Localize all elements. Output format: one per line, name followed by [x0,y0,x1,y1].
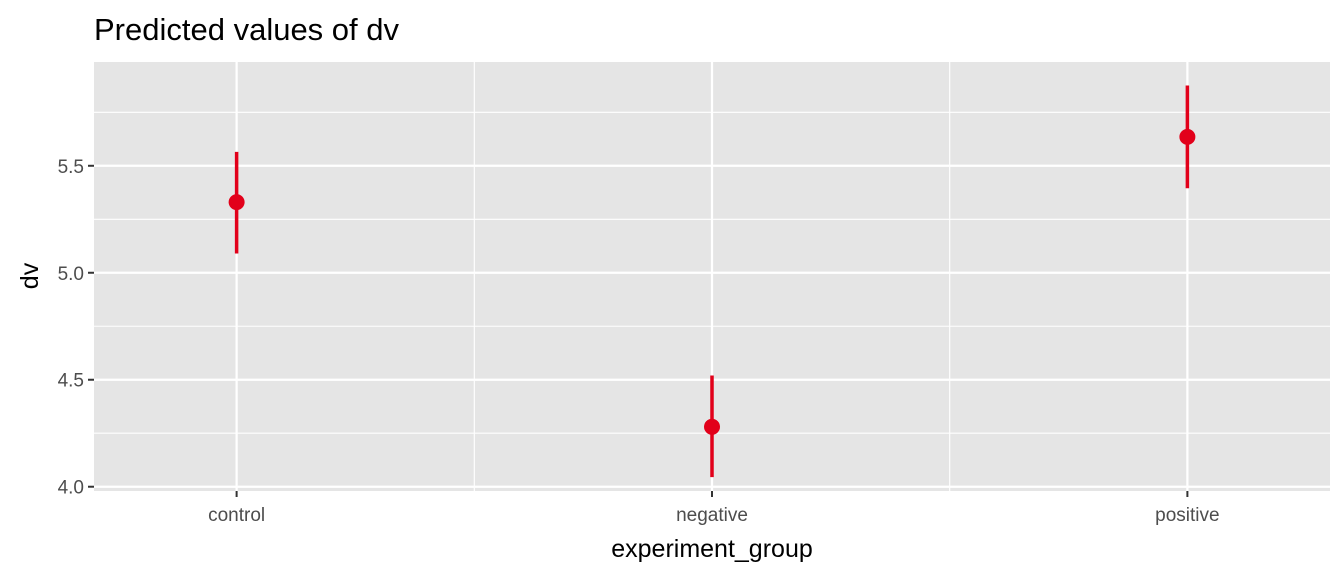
y-tick-label: 5.0 [58,264,84,285]
major-gridlines [94,62,1330,491]
x-axis-title: experiment_group [611,535,813,563]
point-control [228,194,245,211]
y-tick-label: 4.0 [58,478,84,499]
y-tick-label: 4.5 [58,371,84,392]
y-tick-label: 5.5 [58,157,84,178]
x-tick-label-negative: negative [676,505,748,526]
x-axis: control negative positive [208,491,1220,526]
x-tick-label-positive: positive [1155,505,1219,526]
chart-title: Predicted values of dv [94,12,400,47]
y-axis-title: dv [16,262,44,289]
data-marks [228,85,1196,478]
point-positive [1179,128,1196,145]
point-negative [704,418,720,435]
y-axis: 4.0 4.5 5.0 5.5 [58,157,94,499]
x-tick-label-control: control [208,505,265,526]
